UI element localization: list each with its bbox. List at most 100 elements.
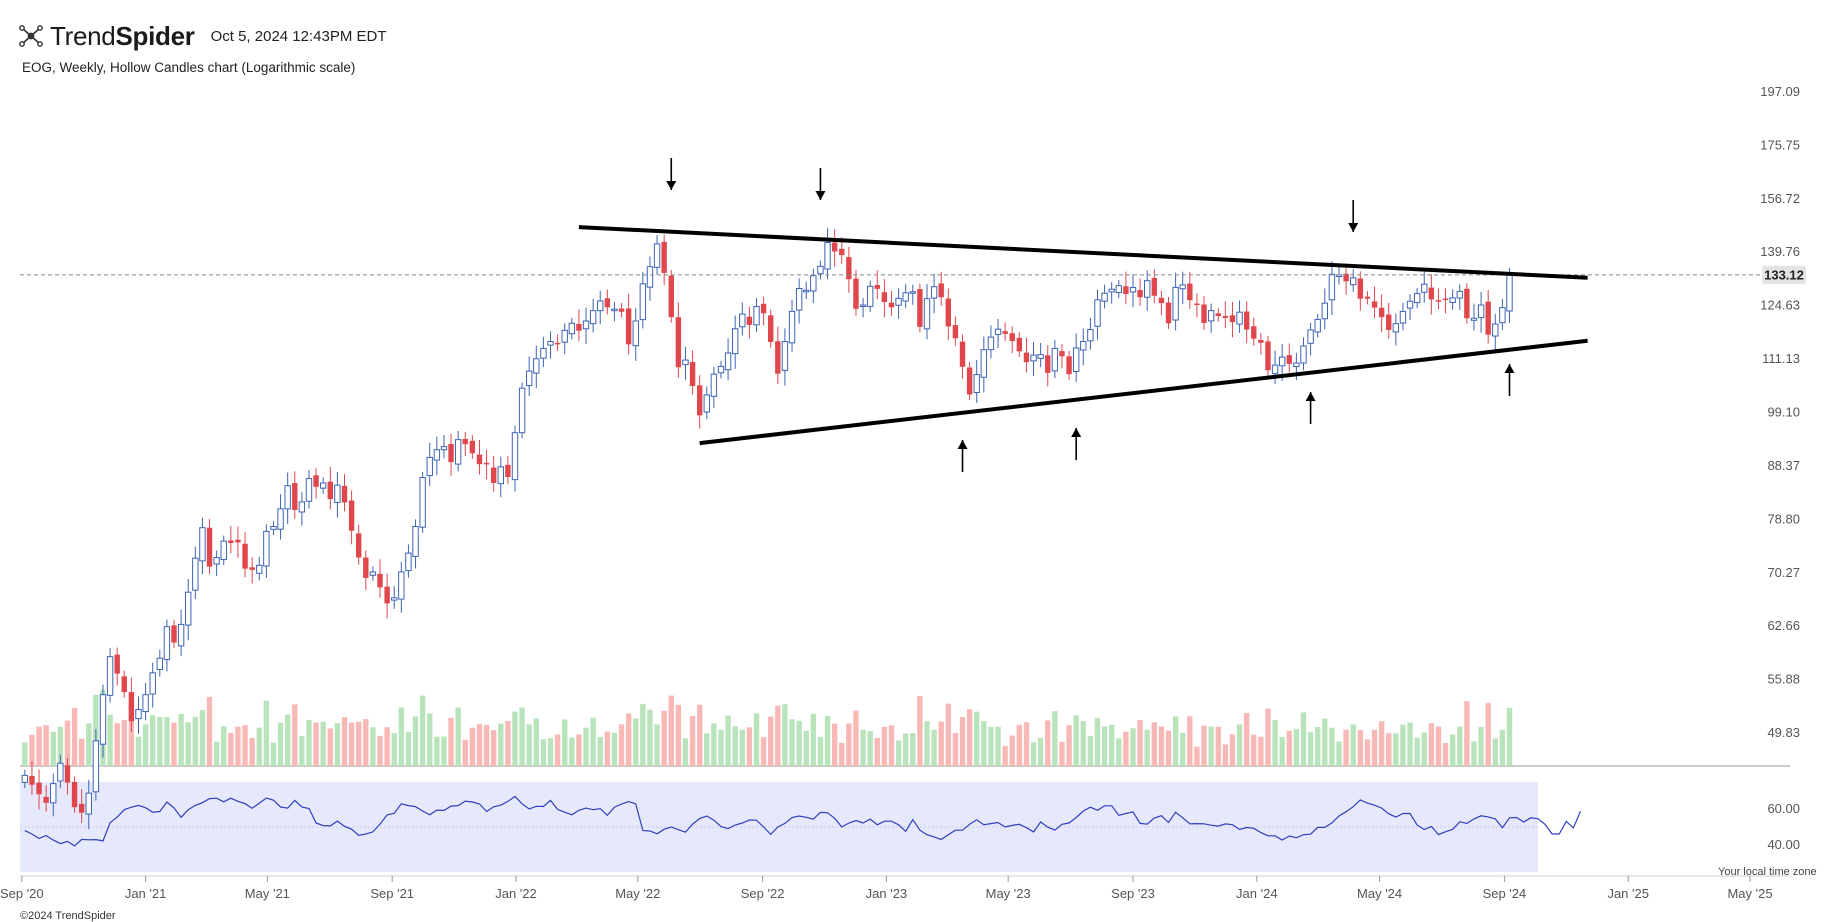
volume-bar bbox=[1464, 701, 1470, 766]
rsi-panel: 60.00 40.00 bbox=[20, 782, 1800, 872]
candle-body bbox=[710, 373, 718, 397]
volume-bar bbox=[1201, 725, 1207, 766]
candle-body bbox=[1506, 274, 1513, 312]
volume-bar bbox=[1279, 736, 1285, 766]
candle-body bbox=[1123, 286, 1129, 294]
candle-body bbox=[1030, 354, 1037, 362]
price-tick-label: 175.75 bbox=[1760, 137, 1800, 152]
volume-bar bbox=[150, 715, 156, 766]
volume-bar bbox=[1343, 729, 1349, 766]
volume-bar bbox=[895, 740, 902, 766]
candle-body bbox=[902, 292, 909, 302]
brand-bold: Spider bbox=[115, 20, 195, 51]
candle-body bbox=[540, 347, 547, 359]
volume-bar bbox=[199, 709, 206, 766]
volume-bar bbox=[1421, 732, 1427, 766]
candle-body bbox=[775, 341, 781, 374]
volume-bar bbox=[739, 729, 746, 766]
volume-bar bbox=[1329, 727, 1335, 766]
volume-bar bbox=[313, 722, 319, 766]
candle-body bbox=[1314, 318, 1321, 333]
volume-bar bbox=[384, 727, 390, 766]
rsi-line bbox=[24, 795, 1582, 847]
volume-bar bbox=[164, 717, 170, 766]
volume-bar bbox=[625, 713, 632, 766]
x-tick-label: Jan '23 bbox=[866, 886, 908, 901]
volume-bar bbox=[363, 719, 369, 766]
candle-body bbox=[1072, 347, 1080, 372]
volume-bar bbox=[121, 719, 127, 766]
candle-body bbox=[298, 501, 306, 513]
volume-bar bbox=[654, 724, 660, 766]
candle-body bbox=[327, 481, 333, 500]
candle-body bbox=[1286, 355, 1292, 364]
candle-body bbox=[1222, 315, 1229, 318]
candle-body bbox=[483, 462, 490, 465]
volume-bar bbox=[1378, 721, 1385, 766]
volume-bar bbox=[839, 742, 845, 766]
candle-body bbox=[853, 278, 859, 309]
volume-bar bbox=[924, 721, 930, 766]
candle-body bbox=[398, 571, 405, 600]
candle-body bbox=[859, 304, 867, 308]
volume-bar bbox=[1435, 726, 1442, 766]
candle-body bbox=[64, 765, 71, 783]
candle-body bbox=[412, 526, 419, 557]
volume-bar bbox=[441, 736, 447, 766]
last-price-badge bbox=[1762, 265, 1806, 284]
candle-body bbox=[1413, 293, 1421, 304]
candle-body bbox=[1165, 302, 1172, 324]
volume-bar bbox=[547, 738, 554, 766]
candle-body bbox=[1009, 333, 1015, 342]
price-tick-label: 124.63 bbox=[1760, 298, 1800, 313]
volume-bar bbox=[554, 734, 561, 766]
candle-body bbox=[1300, 345, 1307, 364]
x-tick-label: May '21 bbox=[245, 886, 290, 901]
volume-bar bbox=[29, 734, 35, 766]
candle-body bbox=[469, 440, 476, 454]
volume-bar bbox=[696, 704, 703, 766]
volume-bar bbox=[931, 729, 937, 766]
price-tick-label: 49.83 bbox=[1767, 725, 1800, 740]
volume-bar bbox=[1364, 739, 1371, 766]
candle-body bbox=[505, 464, 511, 477]
candle-body bbox=[980, 349, 988, 378]
rsi-tick-label: 40.00 bbox=[1767, 837, 1800, 852]
candle-body bbox=[356, 533, 362, 558]
candle-body bbox=[917, 289, 923, 327]
candle-body bbox=[831, 242, 838, 252]
volume-bar bbox=[1222, 744, 1229, 766]
up-arrow-head bbox=[1305, 392, 1316, 401]
volume-bar bbox=[1307, 732, 1314, 766]
volume-bar bbox=[817, 737, 824, 766]
candle-body bbox=[1428, 287, 1435, 300]
volume-bar bbox=[412, 716, 419, 766]
volume-bar bbox=[505, 720, 511, 766]
candle-body bbox=[1115, 285, 1122, 294]
candle-body bbox=[1357, 278, 1364, 299]
candle-body bbox=[1492, 323, 1499, 337]
candle-body bbox=[1485, 301, 1491, 335]
volume-bar bbox=[107, 714, 113, 766]
candle-body bbox=[895, 297, 902, 306]
candle-body bbox=[561, 329, 568, 343]
candle-body bbox=[1456, 290, 1463, 299]
volume-bars bbox=[22, 689, 1513, 766]
volume-bar bbox=[597, 737, 603, 766]
volume-bar bbox=[1165, 730, 1172, 766]
candle-body bbox=[433, 449, 441, 461]
volume-bar bbox=[1180, 732, 1186, 766]
candle-body bbox=[249, 567, 255, 570]
volume-bar bbox=[810, 713, 817, 766]
candle-body bbox=[1201, 304, 1207, 323]
timezone-label[interactable]: Your local time zone bbox=[1718, 866, 1817, 878]
volume-bar bbox=[1030, 742, 1037, 766]
volume-bar bbox=[320, 721, 326, 766]
volume-bar bbox=[1158, 726, 1165, 766]
volume-bar bbox=[846, 723, 852, 766]
candle-body bbox=[1045, 355, 1051, 373]
volume-bar bbox=[611, 732, 618, 766]
volume-bar bbox=[760, 737, 767, 766]
volume-bar bbox=[370, 727, 376, 766]
